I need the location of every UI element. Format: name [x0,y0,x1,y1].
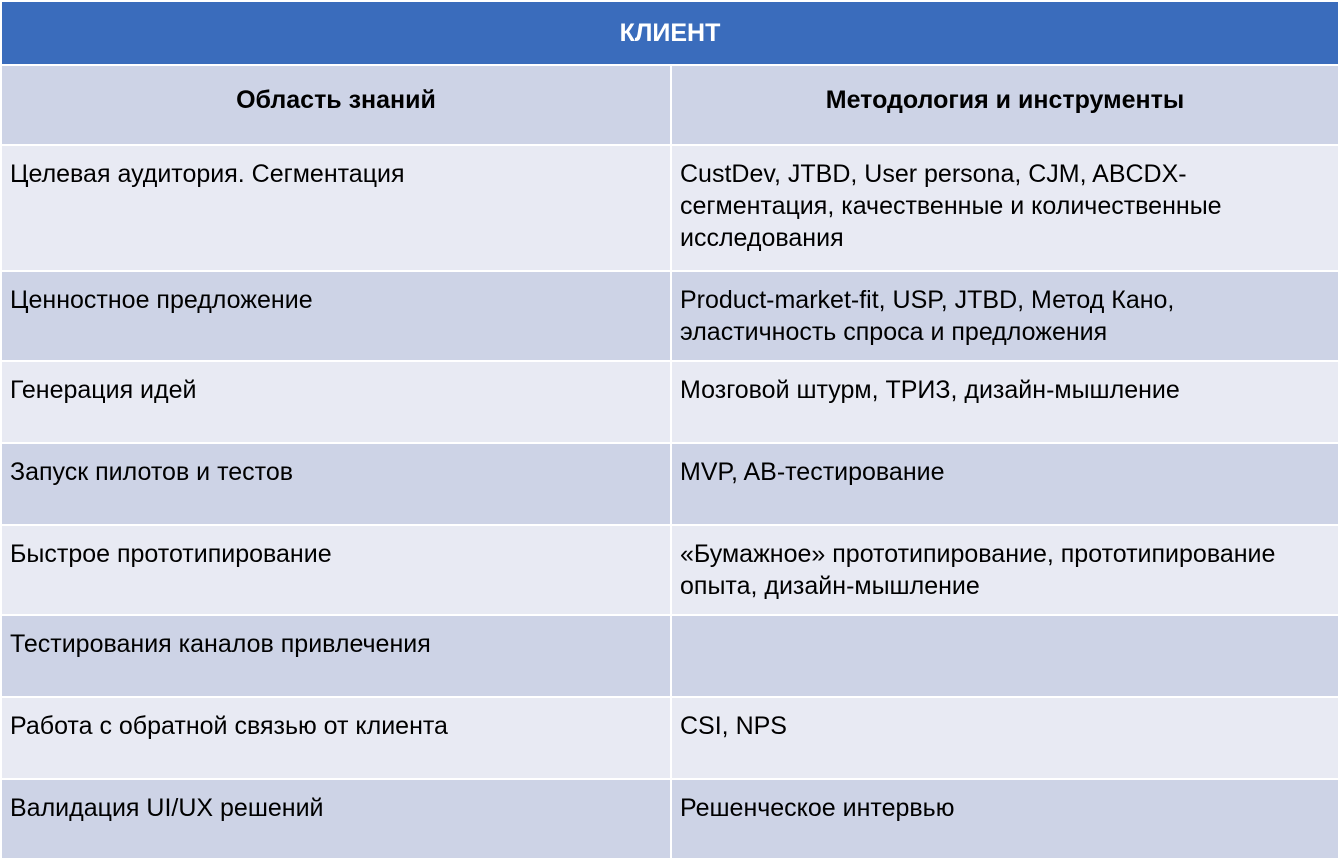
cell-area: Валидация UI/UX решений [0,778,672,859]
cell-area: Работа с обратной связью от клиента [0,696,672,780]
header-methods: Методология и инструменты [670,64,1338,146]
cell-area: Ценностное предложение [0,270,672,362]
cell-methods [670,614,1338,698]
cell-methods: CSI, NPS [670,696,1338,780]
cell-methods: «Бумажное» прототипирование, прототипиро… [670,524,1338,616]
table-title: КЛИЕНТ [0,0,1338,66]
cell-methods: Мозговой штурм, ТРИЗ, дизайн-мышление [670,360,1338,444]
cell-area: Тестирования каналов привлечения [0,614,672,698]
cell-area: Генерация идей [0,360,672,444]
table-row: Работа с обратной связью от клиента CSI,… [0,696,1338,780]
table-title-row: КЛИЕНТ [0,0,1338,66]
table-row: Ценностное предложение Product-market-fi… [0,270,1338,362]
cell-area: Быстрое прототипирование [0,524,672,616]
table-row: Тестирования каналов привлечения [0,614,1338,698]
table-row: Быстрое прототипирование «Бумажное» прот… [0,524,1338,616]
table-row: Запуск пилотов и тестов MVP, AB-тестиров… [0,442,1338,526]
table-header-row: Область знаний Методология и инструменты [0,64,1338,146]
table-row: Целевая аудитория. Сегментация CustDev, … [0,144,1338,272]
cell-area: Целевая аудитория. Сегментация [0,144,672,272]
cell-methods: MVP, AB-тестирование [670,442,1338,526]
cell-area: Запуск пилотов и тестов [0,442,672,526]
header-area: Область знаний [0,64,672,146]
cell-methods: Product-market-fit, USP, JTBD, Метод Кан… [670,270,1338,362]
cell-methods: Решенческое интервью [670,778,1338,859]
cell-methods: CustDev, JTBD, User persona, CJM, ABCDX-… [670,144,1338,272]
table-row: Валидация UI/UX решений Решенческое инте… [0,778,1338,859]
table-row: Генерация идей Мозговой штурм, ТРИЗ, диз… [0,360,1338,444]
